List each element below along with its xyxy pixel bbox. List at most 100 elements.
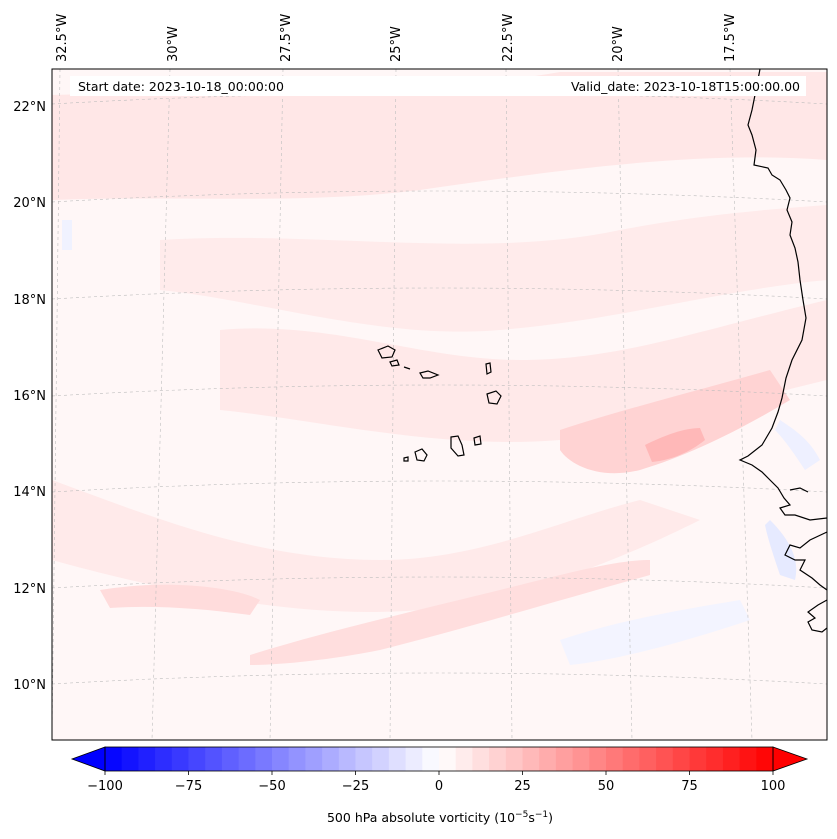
lat-label-20N: 20°N [13,196,46,211]
colorbar-segment [121,747,139,771]
meridian-32-5W [52,69,61,740]
vorticity-field [52,72,827,665]
colorbar-segment [739,747,757,771]
lat-label-22N: 22°N [13,100,46,115]
colorbar-segment [656,747,674,771]
colorbar-tick-label: −50 [258,779,285,794]
colorbar-ticks: −100 −75 −50 −25 0 25 50 75 100 [87,771,785,794]
lat-label-14N: 14°N [13,485,46,500]
vorticity-band-south [52,480,700,612]
colorbar-segment [405,747,423,771]
colorbar-segment [572,747,590,771]
vorticity-core-east [560,370,790,474]
island-brava [403,456,409,462]
colorbar-segment [706,747,724,771]
colorbar-segment [138,747,156,771]
colorbar-segment [238,747,256,771]
colorbar-label-end: ) [548,810,553,825]
colorbar-segment [639,747,657,771]
lon-label-30W: 30°W [166,26,181,62]
colorbar-segment [372,747,390,771]
colorbar-tick-label: −75 [175,779,202,794]
meridian-25W [389,69,397,740]
colorbar-segment [305,747,323,771]
parallel-10N [52,672,827,685]
island-santo-antao [377,345,396,359]
vorticity-band-mid [160,205,827,332]
colorbar-segment [171,747,190,771]
colorbar-label: 500 hPa absolute vorticity (10−5s−1) [327,810,553,825]
island-sal [485,362,492,375]
island-fogo [414,448,428,462]
parallel-22N [52,92,827,105]
colorbar-extend-max [772,746,809,772]
lat-label-12N: 12°N [13,582,46,597]
colorbar: −100 −75 −50 −25 0 25 50 75 100 500 hPa absolute… [70,746,809,825]
lon-label-17-5W: 17.5°W [723,14,738,62]
lat-label-18N: 18°N [13,293,46,308]
vorticity-negative-east-1 [775,420,820,470]
colorbar-label-text: 500 hPa absolute vorticity (10 [327,810,515,825]
africa-coastline-guinea [807,599,827,633]
lon-label-32-5W: 32.5°W [55,14,70,62]
meridian-17-5W [729,69,753,740]
vorticity-patch-s [100,584,260,615]
island-sao-vicente [389,359,400,367]
title-background [70,76,806,96]
colorbar-tick-label: 0 [435,779,443,794]
colorbar-tick-label: 100 [761,779,786,794]
vorticity-negative-east-2 [765,520,797,580]
colorbar-segments [105,747,774,771]
colorbar-segment [388,747,407,771]
colorbar-tick-label: −100 [87,779,123,794]
vorticity-negative-south [560,600,750,665]
colorbar-segment [539,747,557,771]
lon-label-22-5W: 22.5°W [501,14,516,62]
parallel-18N [52,287,827,300]
colorbar-segment [522,747,540,771]
colorbar-segment [555,747,574,771]
colorbar-segment [439,747,457,771]
start-date-label: Start date: 2023-10-18_00:00:00 [78,79,284,94]
colorbar-extend-min [70,746,106,772]
colorbar-segment [455,747,473,771]
colorbar-segment [472,747,490,771]
island-maio [473,435,482,446]
vorticity-streak-sw [250,560,650,665]
lon-label-25W: 25°W [389,26,404,62]
meridian-30W [151,69,171,740]
parallel-14N [52,480,827,493]
vorticity-negative-west [62,220,72,250]
meridian-20W [617,69,633,740]
colorbar-segment [589,747,607,771]
colorbar-segment [288,747,306,771]
colorbar-segment [338,747,357,771]
colorbar-segment [622,747,640,771]
colorbar-segment [188,747,206,771]
colorbar-tick-label: 50 [598,779,615,794]
vorticity-band-north [52,72,827,200]
colorbar-segment [689,747,707,771]
gambia-inlet [789,487,809,493]
meridian-22-5W [505,69,513,740]
coastline [738,69,827,633]
island-santiago [450,435,465,457]
colorbar-segment [422,747,440,771]
lon-label-27-5W: 27.5°W [279,14,294,62]
colorbar-segment [221,747,240,771]
colorbar-tick-label: 75 [681,779,698,794]
colorbar-segment [272,747,290,771]
colorbar-segment [672,747,691,771]
colorbar-label-exp2: −1 [535,810,548,820]
colorbar-segment [105,747,123,771]
lon-label-20W: 20°W [611,26,626,62]
map-frame [51,68,828,741]
colorbar-segment [322,747,340,771]
meridian-27-5W [269,69,284,740]
longitude-labels: 32.5°W 30°W 27.5°W 25°W 22.5°W 20°W 17.5… [55,14,738,62]
graticule [52,69,827,740]
colorbar-segment [505,747,524,771]
colorbar-segment [606,747,624,771]
parallel-16N [52,384,827,397]
